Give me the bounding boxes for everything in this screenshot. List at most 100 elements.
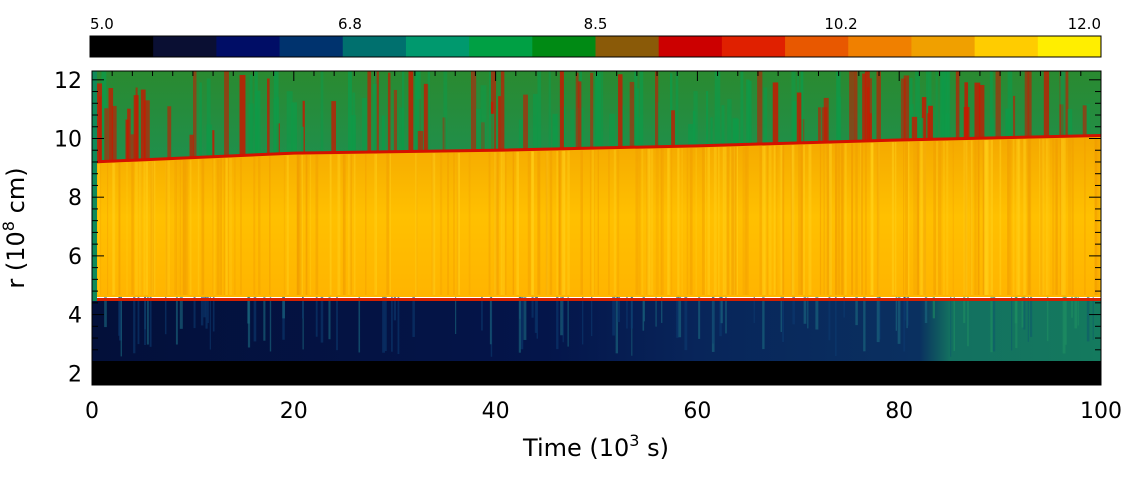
texture-streak bbox=[851, 143, 854, 295]
texture-streak bbox=[1084, 137, 1086, 295]
texture-streak bbox=[180, 160, 182, 295]
colorbar-segment bbox=[405, 36, 470, 57]
texture-streak bbox=[686, 148, 689, 295]
texture-streak bbox=[175, 160, 178, 295]
texture-streak bbox=[932, 296, 935, 319]
texture-streak bbox=[807, 296, 809, 329]
texture-streak bbox=[427, 71, 431, 152]
texture-streak bbox=[1077, 296, 1079, 326]
texture-streak bbox=[273, 71, 279, 155]
texture-streak bbox=[518, 296, 521, 353]
texture-streak bbox=[987, 140, 990, 295]
texture-streak bbox=[227, 158, 230, 295]
texture-streak bbox=[189, 134, 194, 158]
texture-streak bbox=[964, 140, 968, 295]
texture-streak bbox=[863, 296, 866, 352]
texture-streak bbox=[337, 154, 341, 295]
texture-streak bbox=[531, 296, 534, 318]
texture-streak bbox=[698, 296, 701, 339]
texture-streak bbox=[983, 140, 987, 295]
texture-streak bbox=[453, 152, 455, 295]
texture-streak bbox=[661, 296, 663, 323]
texture-streak bbox=[1097, 137, 1100, 295]
texture-streak bbox=[96, 83, 103, 162]
texture-streak bbox=[818, 107, 821, 143]
texture-streak bbox=[493, 152, 497, 295]
texture-streak bbox=[120, 296, 122, 357]
texture-streak bbox=[560, 296, 564, 336]
texture-streak bbox=[829, 143, 832, 295]
texture-streak bbox=[386, 153, 389, 295]
texture-streak bbox=[301, 155, 303, 295]
texture-streak bbox=[966, 140, 968, 295]
texture-streak bbox=[826, 144, 830, 295]
texture-streak bbox=[548, 71, 551, 150]
texture-streak bbox=[219, 158, 222, 295]
texture-streak bbox=[677, 148, 680, 295]
texture-streak bbox=[301, 296, 304, 319]
y-axis-label: r (108 cm) bbox=[0, 167, 30, 288]
texture-streak bbox=[150, 161, 153, 295]
texture-streak bbox=[876, 71, 881, 141]
colorbar-segment bbox=[90, 36, 154, 57]
texture-streak bbox=[207, 296, 209, 324]
texture-streak bbox=[734, 146, 737, 295]
texture-streak bbox=[908, 141, 910, 295]
texture-streak bbox=[736, 146, 738, 295]
texture-streak bbox=[967, 296, 969, 347]
texture-streak bbox=[193, 71, 197, 158]
texture-streak bbox=[953, 296, 955, 351]
texture-streak bbox=[423, 83, 429, 152]
texture-streak bbox=[552, 113, 558, 149]
texture-streak bbox=[527, 151, 531, 295]
texture-streak bbox=[282, 296, 285, 319]
texture-streak bbox=[1039, 138, 1041, 295]
texture-streak bbox=[808, 144, 812, 295]
texture-streak bbox=[900, 78, 906, 140]
texture-streak bbox=[815, 296, 819, 330]
texture-streak bbox=[336, 296, 338, 351]
texture-streak bbox=[821, 107, 828, 143]
texture-streak bbox=[841, 143, 844, 295]
colorbar-segment bbox=[848, 36, 912, 57]
texture-streak bbox=[532, 93, 538, 150]
texture-streak bbox=[315, 296, 318, 337]
texture-streak bbox=[490, 71, 497, 151]
texture-streak bbox=[331, 101, 337, 153]
texture-streak bbox=[999, 139, 1002, 295]
texture-streak bbox=[416, 153, 418, 295]
texture-streak bbox=[104, 296, 107, 328]
texture-streak bbox=[692, 110, 696, 146]
texture-streak bbox=[489, 152, 491, 295]
texture-streak bbox=[125, 119, 129, 161]
texture-streak bbox=[212, 296, 215, 332]
texture-streak bbox=[841, 143, 844, 295]
texture-streak bbox=[1045, 138, 1048, 295]
texture-streak bbox=[393, 89, 398, 152]
texture-streak bbox=[432, 153, 436, 295]
convective-zone-region bbox=[92, 135, 1101, 297]
texture-streak bbox=[590, 72, 594, 149]
texture-streak bbox=[800, 71, 804, 143]
texture-streak bbox=[860, 143, 862, 295]
texture-streak bbox=[903, 75, 910, 140]
texture-streak bbox=[945, 71, 949, 139]
texture-streak bbox=[706, 91, 709, 146]
texture-streak bbox=[798, 144, 801, 295]
texture-streak bbox=[165, 160, 167, 295]
texture-streak bbox=[439, 153, 443, 295]
texture-streak bbox=[1028, 139, 1032, 295]
texture-streak bbox=[559, 150, 562, 295]
texture-streak bbox=[753, 296, 755, 324]
texture-streak bbox=[876, 142, 880, 295]
texture-streak bbox=[1021, 296, 1024, 328]
texture-streak bbox=[837, 143, 841, 295]
x-tick-label: 80 bbox=[885, 399, 913, 424]
texture-streak bbox=[112, 163, 114, 295]
texture-streak bbox=[562, 296, 564, 343]
texture-streak bbox=[689, 147, 693, 295]
texture-streak bbox=[718, 147, 720, 295]
texture-streak bbox=[401, 71, 405, 152]
texture-streak bbox=[582, 296, 584, 345]
texture-streak bbox=[835, 143, 838, 295]
